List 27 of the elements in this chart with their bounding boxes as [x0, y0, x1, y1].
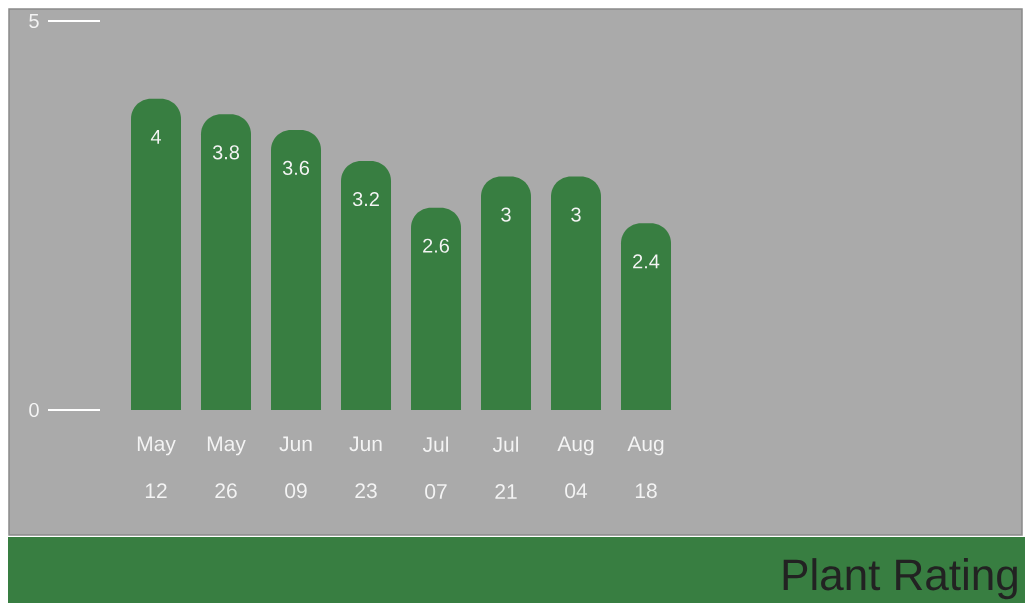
data-label: 3.8 [212, 145, 240, 160]
bar [201, 114, 251, 410]
data-label: 2.6 [423, 238, 450, 253]
text: Plant Rating [783, 558, 1017, 600]
category-label: Jul 07 [422, 436, 449, 499]
bar [271, 129, 322, 410]
category-label: May 12 [137, 436, 176, 498]
category-label: Jul 21 [492, 436, 519, 499]
bar [411, 207, 461, 410]
y-tick-label: 0 [29, 402, 39, 418]
data-label: 3 [501, 207, 511, 222]
y-tick-label: 5 [29, 14, 39, 28]
bar [551, 176, 601, 410]
category-label: Jun 09 [279, 436, 312, 499]
category-label: Jun 23 [349, 436, 382, 499]
data-label: 3.2 [352, 191, 379, 207]
data-label: 4 [150, 129, 161, 144]
data-label: 2.4 [633, 254, 660, 269]
category-label: May 26 [207, 436, 246, 499]
data-label: 3.6 [282, 160, 310, 175]
bar [341, 161, 391, 410]
bar [481, 176, 531, 410]
bar [621, 223, 672, 410]
category-label: Aug 18 [627, 436, 664, 499]
category-label: Aug 04 [557, 436, 594, 499]
bar [131, 98, 181, 410]
data-label: 3 [571, 207, 581, 222]
